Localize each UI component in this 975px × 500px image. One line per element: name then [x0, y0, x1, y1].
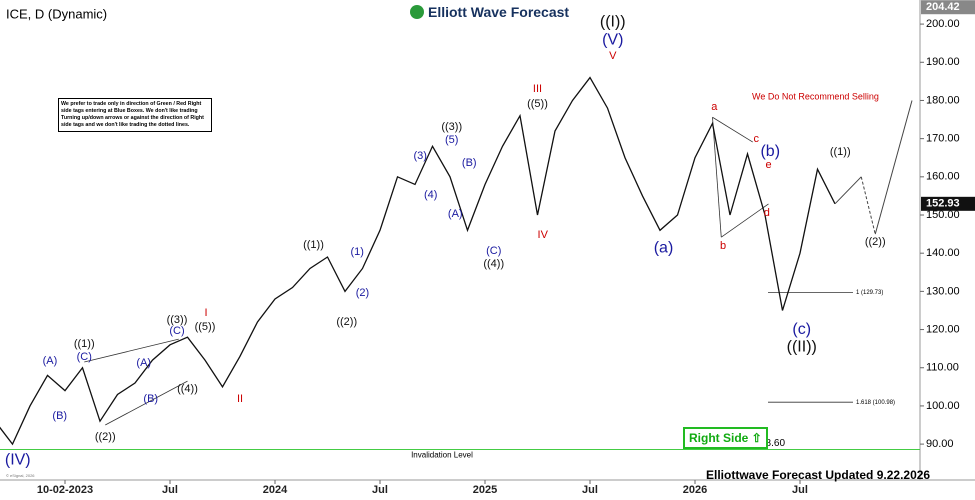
wave-label: d: [764, 207, 770, 219]
wave-label: (a): [654, 239, 674, 256]
wave-label: (1): [351, 246, 364, 258]
wave-label: (b): [760, 143, 780, 160]
wave-label: ((II)): [787, 338, 817, 355]
fib-label: 1 (129.73): [856, 290, 883, 296]
wave-label: ((2)): [95, 431, 116, 443]
wave-label: b: [720, 240, 726, 252]
y-tick-label: 130.00: [926, 285, 960, 297]
fib-label: 1.618 (100.98): [856, 400, 895, 406]
brand: Elliott Wave Forecast: [410, 4, 569, 20]
note: We prefer to trade only in direction of …: [58, 98, 212, 132]
warning: We Do Not Recommend Selling: [752, 91, 879, 101]
wave-label: (A): [136, 357, 151, 369]
wave-label: V: [609, 50, 617, 62]
wave-label: (4): [424, 189, 437, 201]
wave-label: (5): [445, 134, 458, 146]
wave-label: (C): [169, 325, 184, 337]
wave-label: ((2)): [865, 236, 886, 248]
wave-label: I: [205, 307, 208, 319]
wave-label: (V): [602, 31, 623, 48]
wave-label: II: [237, 393, 243, 405]
wave-label: ((3)): [167, 314, 188, 326]
projection-line: [874, 100, 913, 235]
wave-label: ((4)): [177, 383, 198, 395]
price-tag: [921, 0, 975, 15]
price-tag-label: 152.93: [926, 198, 960, 210]
wave-label: (B): [462, 157, 477, 169]
y-tick-label: 180.00: [926, 94, 960, 106]
copyright: © eSignal, 2026: [6, 473, 35, 478]
wave-label: ((4)): [483, 258, 504, 270]
trendline: [105, 380, 188, 426]
footer: Elliottwave Forecast Updated 9.22.2026: [706, 468, 931, 482]
wave-label: ((1)): [74, 338, 95, 350]
brand-text: Elliott Wave Forecast: [428, 4, 570, 20]
wave-label: (c): [792, 321, 811, 338]
wave-label: (IV): [5, 451, 31, 468]
wave-label: ((5)): [195, 321, 216, 333]
chart-title: ICE, D (Dynamic): [6, 6, 107, 21]
y-tick-label: 100.00: [926, 400, 960, 412]
y-tick-label: 190.00: [926, 56, 960, 68]
wave-label: (C): [77, 351, 92, 363]
y-tick-label: 140.00: [926, 247, 960, 259]
x-tick-label: 2025: [473, 484, 497, 496]
wave-label: (2): [356, 287, 369, 299]
wave-label: a: [711, 101, 718, 113]
y-tick-label: 110.00: [926, 362, 959, 374]
wave-label: (A): [448, 208, 463, 220]
wave-label: (B): [52, 410, 67, 422]
wave-label: III: [533, 83, 542, 95]
y-tick-label: 200.00: [926, 18, 960, 30]
x-tick-label: 2024: [263, 484, 288, 496]
trendline: [721, 203, 769, 238]
invalidation-text: Invalidation Level: [411, 451, 473, 460]
x-tick-label: Jul: [372, 484, 388, 496]
y-tick-label: 120.00: [926, 323, 960, 335]
wave-label: e: [765, 159, 771, 171]
wave-label: ((1)): [303, 239, 324, 251]
wave-label: ((5)): [527, 98, 548, 110]
trendline: [712, 116, 753, 143]
trendline: [712, 117, 722, 238]
wave-label: ((I)): [600, 13, 626, 30]
price-tag-label: 204.42: [926, 1, 960, 13]
x-tick-label: Jul: [582, 484, 598, 496]
trendline: [84, 338, 179, 363]
x-tick-label: 10-02-2023: [37, 484, 93, 496]
y-tick-label: 150.00: [926, 209, 960, 221]
wave-label: (B): [143, 393, 158, 405]
wave-label: IV: [538, 229, 549, 241]
y-tick-label: 160.00: [926, 171, 960, 183]
wave-label: (A): [43, 355, 58, 367]
projection-line: [834, 176, 862, 205]
brand-icon: [410, 5, 424, 19]
price-tag: [921, 196, 975, 211]
x-tick-label: Jul: [162, 484, 178, 496]
x-tick-label: 2026: [683, 484, 707, 496]
x-tick-label: Jul: [792, 484, 808, 496]
right-side-tag: Right Side ⇧: [683, 427, 768, 449]
wave-label: ((2)): [336, 316, 357, 328]
wave-label: c: [754, 133, 760, 145]
wave-label: (C): [486, 245, 501, 257]
invalidation-label: 88.60: [760, 438, 785, 449]
y-tick-label: 170.00: [926, 133, 960, 145]
wave-label: (3): [414, 150, 427, 162]
price-line: [0, 76, 836, 446]
wave-label: ((1)): [830, 146, 851, 158]
y-tick-label: 90.00: [926, 438, 954, 450]
wave-label: ((3)): [441, 121, 462, 133]
